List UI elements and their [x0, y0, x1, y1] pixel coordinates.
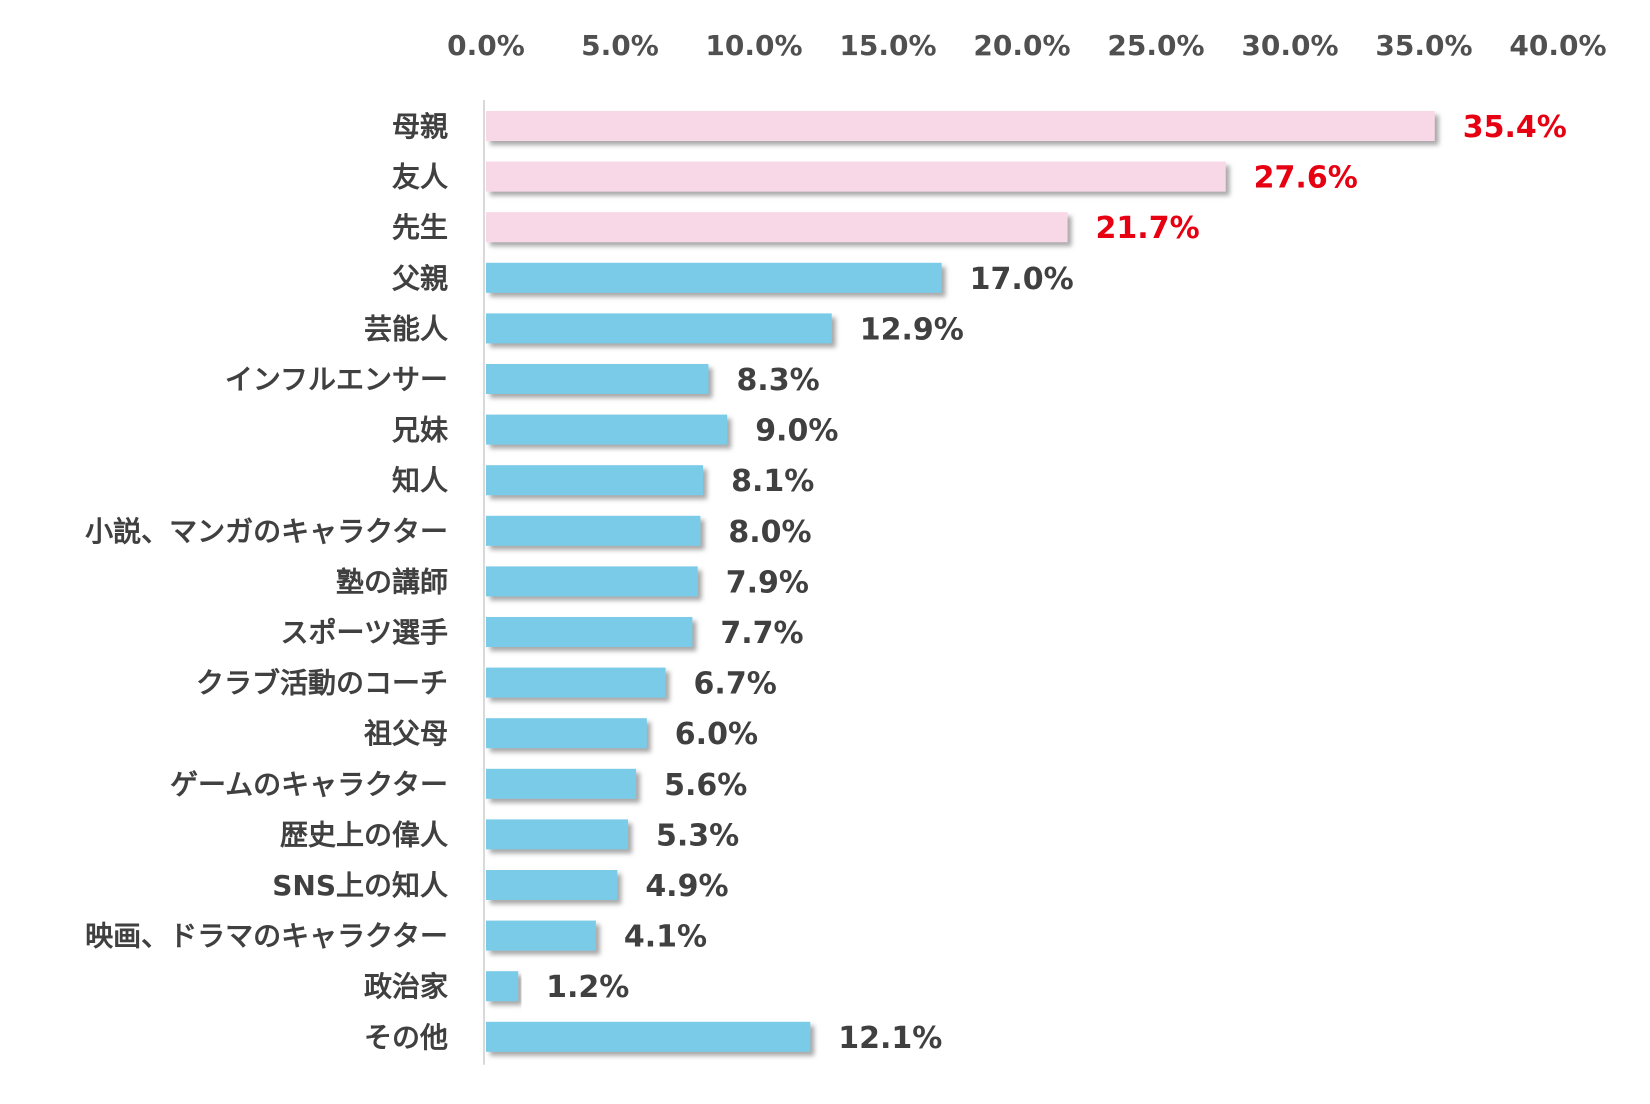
bar	[486, 515, 701, 546]
x-tick-label: 15.0%	[839, 29, 936, 62]
category-label: 塾の講師	[336, 565, 448, 598]
bar	[486, 313, 832, 344]
bars	[486, 111, 1435, 1052]
bar	[486, 920, 596, 951]
category-label: 祖父母	[364, 717, 448, 750]
value-label: 5.3%	[656, 818, 739, 853]
bar	[486, 1021, 811, 1052]
bar	[486, 212, 1068, 243]
value-label: 7.9%	[726, 565, 809, 600]
category-label: SNS上の知人	[272, 869, 448, 902]
bar	[486, 465, 704, 496]
value-labels: 35.4% 27.6% 21.7% 17.0%12.9% 8.3% 9.0% 8.1% 8.0…	[546, 110, 1567, 1056]
x-tick-label: 40.0%	[1509, 29, 1606, 62]
category-label: 兄妹	[392, 414, 448, 447]
x-tick-label: 0.0%	[447, 29, 525, 62]
value-label: 17.0%	[970, 262, 1074, 297]
x-tick-label: 25.0%	[1107, 29, 1204, 62]
x-tick-label: 5.0%	[581, 29, 659, 62]
value-label: 35.4%	[1463, 110, 1567, 145]
value-label: 21.7%	[1096, 211, 1200, 246]
value-label: 8.0%	[728, 515, 811, 550]
value-label: 1.2%	[546, 970, 629, 1005]
bar	[486, 111, 1435, 141]
bar	[486, 667, 666, 698]
category-label: 政治家	[364, 970, 448, 1003]
bar	[486, 364, 709, 394]
value-label: 4.1%	[624, 920, 707, 955]
x-axis-ticks: 0.0% 5.0% 10.0% 15.0% 20.0% 25.0% 30.0% 35.0% 40…	[447, 29, 1606, 62]
value-label: 9.0%	[755, 414, 838, 449]
x-tick-label: 35.0%	[1375, 29, 1472, 62]
value-label: 27.6%	[1254, 161, 1358, 196]
category-label: 歴史上の偉人	[280, 818, 448, 851]
category-label: 知人	[392, 464, 448, 497]
x-tick-label: 30.0%	[1241, 29, 1338, 62]
category-label: 父親	[392, 262, 448, 295]
bar	[486, 768, 637, 799]
category-label: 先生	[392, 211, 448, 244]
value-label: 5.6%	[664, 768, 747, 803]
value-label: 8.1%	[731, 464, 814, 499]
category-label: スポーツ選手	[281, 616, 448, 649]
category-label: ゲームのキャラクター	[170, 768, 448, 801]
category-label: 母親	[392, 110, 448, 143]
category-label: その他	[364, 1021, 448, 1054]
category-label: 映画、ドラマのキャラクター	[85, 920, 448, 953]
value-label: 7.7%	[720, 616, 803, 651]
value-label: 6.7%	[694, 667, 777, 702]
bar	[486, 819, 629, 850]
bar	[486, 414, 728, 445]
category-label: インフルエンサー	[225, 363, 448, 396]
x-tick-label: 10.0%	[705, 29, 802, 62]
bar	[486, 617, 693, 647]
category-labels: 母親友人先生父親芸能人インフルエンサー兄妹知人小説、マンガのキャラクター塾の講師…	[85, 110, 448, 1054]
category-label: 芸能人	[364, 312, 448, 345]
bar	[486, 718, 647, 749]
x-tick-label: 20.0%	[973, 29, 1070, 62]
bar	[486, 161, 1226, 192]
bar	[486, 971, 519, 1002]
category-label: 小説、マンガのキャラクター	[85, 515, 448, 548]
value-label: 8.3%	[736, 363, 819, 398]
bar	[486, 262, 942, 293]
value-label: 4.9%	[645, 869, 728, 904]
value-label: 12.1%	[838, 1021, 942, 1056]
value-label: 12.9%	[860, 312, 964, 347]
category-label: 友人	[392, 161, 448, 194]
bar	[486, 870, 618, 900]
value-label: 6.0%	[675, 717, 758, 752]
category-label: クラブ活動のコーチ	[196, 667, 448, 700]
bar	[486, 566, 698, 597]
